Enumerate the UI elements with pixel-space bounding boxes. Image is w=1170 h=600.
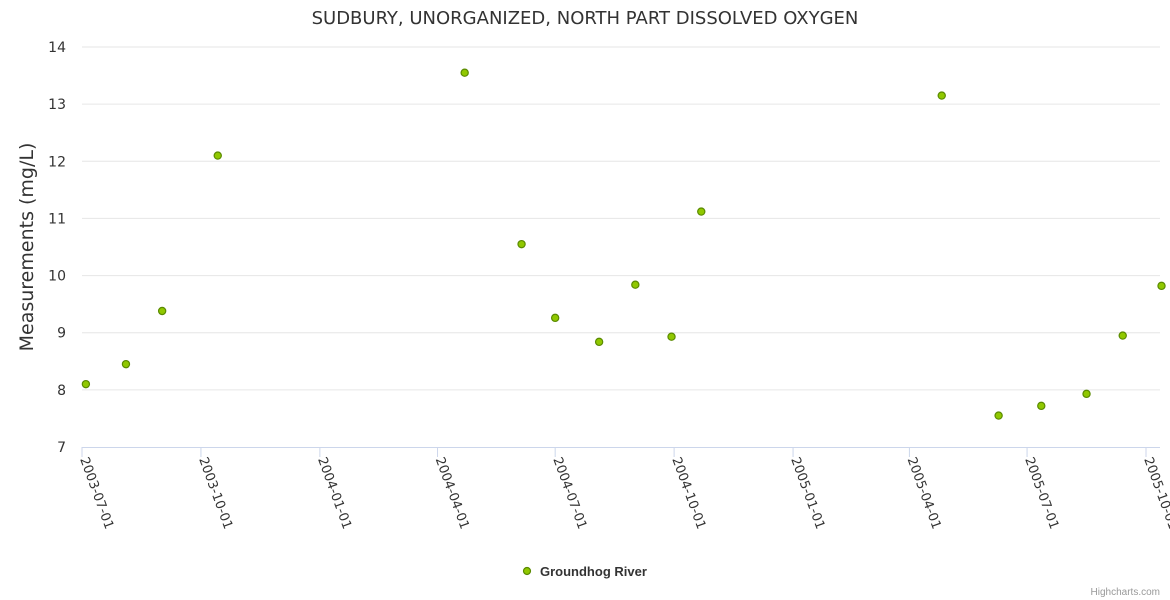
data-point-0-3[interactable]: [213, 151, 222, 160]
data-point-0-15[interactable]: [1118, 331, 1127, 340]
data-point-0-6[interactable]: [550, 313, 560, 323]
y-axis-ticks: 7 8 9 10 11 12 13 14: [48, 40, 66, 456]
legend[interactable]: Groundhog River: [522, 564, 647, 579]
y-tick-label-11: 11: [48, 211, 66, 227]
x-tick-label-2005-07-01: 2005-07-01: [1021, 455, 1061, 531]
x-tick-label-2005-10-01: 2005-10-01: [1140, 455, 1170, 531]
y-tick-label-10: 10: [48, 269, 66, 285]
legend-item-groundhog-river[interactable]: Groundhog River: [540, 564, 647, 579]
data-point-0-11[interactable]: [937, 91, 946, 100]
x-tick-label-2004-07-01: 2004-07-01: [549, 455, 589, 531]
data-point-0-1[interactable]: [121, 359, 131, 369]
x-tick-label-2004-04-01: 2004-04-01: [432, 455, 472, 531]
x-tick-label-2005-04-01: 2005-04-01: [904, 455, 944, 531]
data-point-0-2[interactable]: [157, 306, 167, 316]
y-tick-label-14: 14: [48, 40, 66, 56]
x-tick-label-2003-10-01: 2003-10-01: [195, 455, 235, 531]
grid-lines: [82, 46, 1160, 391]
x-tick-label-2005-01-01: 2005-01-01: [787, 455, 827, 531]
data-point-0-5[interactable]: [517, 239, 526, 249]
y-axis-label: Measurements (mg/L): [16, 143, 38, 352]
data-point-0-10[interactable]: [697, 207, 706, 216]
data-point-0-8[interactable]: [631, 280, 640, 289]
y-tick-label-8: 8: [57, 383, 66, 399]
credits-link[interactable]: Highcharts.com: [1091, 587, 1160, 598]
data-point-0-0[interactable]: [81, 379, 91, 389]
data-point-0-14[interactable]: [1082, 389, 1091, 399]
data-point-0-12[interactable]: [994, 411, 1003, 420]
x-tick-label-2004-10-01: 2004-10-01: [668, 455, 708, 531]
x-axis: 2003-07-01 2003-10-01 2004-01-01 2004-04-01…: [76, 447, 1170, 531]
data-points: [81, 68, 1166, 420]
data-point-0-16[interactable]: [1157, 281, 1166, 291]
data-point-0-7[interactable]: [594, 337, 604, 347]
data-point-0-9[interactable]: [667, 332, 676, 341]
y-tick-label-12: 12: [48, 154, 66, 170]
x-tick-label-2004-01-01: 2004-01-01: [314, 455, 354, 531]
data-point-0-4[interactable]: [460, 68, 469, 77]
legend-marker-icon: [522, 566, 532, 576]
data-point-0-13[interactable]: [1037, 401, 1046, 411]
chart-title: SUDBURY, UNORGANIZED, NORTH PART DISSOLV…: [312, 8, 859, 29]
x-tick-label-2003-07-01: 2003-07-01: [76, 455, 116, 531]
y-tick-label-9: 9: [57, 326, 66, 342]
y-tick-label-13: 13: [48, 97, 66, 113]
y-tick-label-7: 7: [57, 440, 66, 456]
